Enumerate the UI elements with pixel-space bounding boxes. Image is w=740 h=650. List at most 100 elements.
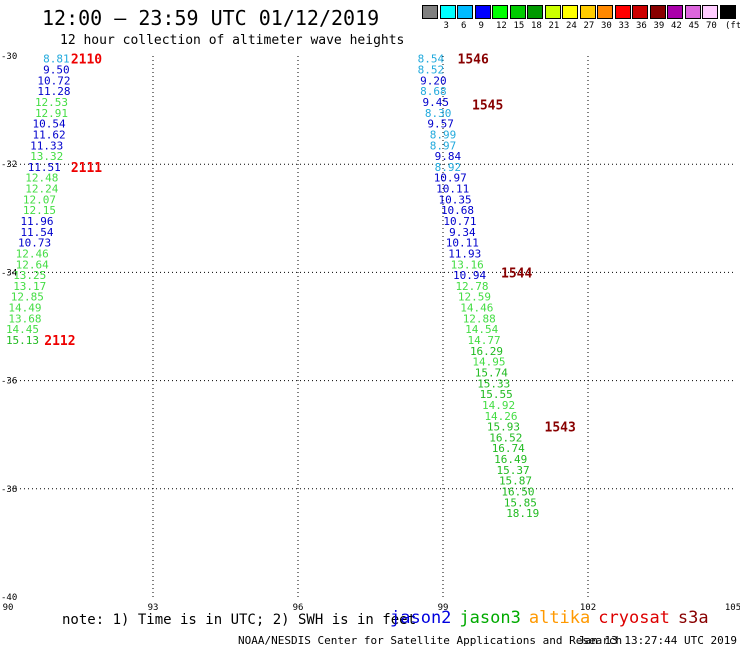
wave-height-label: 14.26 [484, 410, 517, 423]
colorbar-label: 15 [513, 21, 525, 31]
colorbar-unit: (ft) [725, 21, 740, 31]
wave-height-label: 16.52 [489, 431, 522, 444]
wave-height-label: 12.88 [463, 312, 496, 325]
wave-height-label: 15.87 [499, 475, 532, 488]
colorbar-cell [597, 5, 613, 19]
wave-height-label: 15.93 [487, 421, 520, 434]
wave-height-label: 15.13 [6, 334, 39, 347]
wave-height-label: 8.30 [425, 107, 452, 120]
satellite-s3a: s3a [677, 608, 709, 628]
wave-height-label: 13.16 [451, 258, 484, 271]
page-title: 12:00 – 23:59 UTC 01/12/2019 [42, 6, 380, 30]
colorbar-label: 3 [443, 21, 449, 31]
colorbar-label: 33 [618, 21, 630, 31]
y-tick-label: -32 [1, 160, 17, 170]
wave-height-label: 12.07 [23, 193, 56, 206]
wave-height-label: 15.74 [475, 366, 508, 379]
wave-height-label: 8.68 [420, 85, 447, 98]
colorbar-label: 9 [478, 21, 484, 31]
x-tick-label: 96 [293, 603, 304, 613]
satellite-jason3: jason3 [459, 608, 521, 628]
time-label: 1545 [472, 99, 503, 114]
y-tick-label: -40 [1, 593, 17, 603]
wave-height-label: 11.51 [28, 161, 61, 174]
colorbar-cell [702, 5, 718, 19]
note-text: note: 1) Time is in UTC; 2) SWH is in fe… [62, 612, 417, 628]
time-label: 1544 [501, 266, 532, 281]
y-tick-label: -36 [1, 377, 17, 387]
wave-height-label: 12.64 [16, 258, 49, 271]
satellite-altika: altika [528, 608, 591, 628]
wave-height-label: 11.33 [30, 139, 63, 152]
x-tick-label: 93 [148, 603, 159, 613]
wave-height-label: 8.54 [418, 53, 445, 66]
wave-height-label: 13.17 [13, 280, 46, 293]
colorbar-cell [719, 5, 736, 19]
colorbar-label: 21 [548, 21, 560, 31]
wave-height-label: 10.35 [439, 193, 472, 206]
wave-height-label: 9.20 [420, 74, 447, 87]
wave-height-label: 8.99 [430, 128, 457, 141]
wave-height-label: 10.71 [443, 215, 476, 228]
wave-height-label: 16.50 [501, 486, 534, 499]
wave-height-label: 15.55 [480, 388, 513, 401]
x-tick-label: 105 [725, 603, 740, 613]
colorbar-cell [439, 5, 456, 19]
wave-height-label: 8.97 [430, 139, 457, 152]
wave-height-label: 10.73 [18, 237, 51, 250]
wave-height-label: 14.49 [8, 302, 41, 315]
timestamp-text: Jan 13 13:27:44 UTC 2019 [578, 634, 737, 647]
wave-height-label: 11.96 [20, 215, 53, 228]
colorbar-label: 36 [636, 21, 647, 31]
wave-height-label: 15.85 [504, 496, 537, 509]
colorbar-cell [632, 5, 648, 19]
wave-height-label: 12.15 [23, 204, 56, 217]
wave-height-label: 8.92 [435, 161, 462, 174]
colorbar-cell [492, 5, 508, 19]
y-tick-label: -38 [1, 485, 17, 495]
wave-height-label: 13.32 [30, 150, 63, 163]
wave-height-label: 11.62 [33, 128, 66, 141]
wave-height-label: 10.68 [441, 204, 474, 217]
wave-height-label: 10.72 [37, 74, 70, 87]
wave-height-label: 12.53 [35, 96, 68, 109]
wave-height-label: 9.34 [449, 226, 476, 239]
colorbar-cell [544, 5, 561, 19]
wave-height-label: 16.29 [470, 345, 503, 358]
x-tick-label: 99 [438, 603, 449, 613]
wave-height-label: 10.94 [453, 269, 486, 282]
time-label: 1543 [545, 421, 576, 436]
wave-height-label: 18.19 [506, 507, 539, 520]
wave-height-label: 12.59 [458, 291, 491, 304]
colorbar-cell [474, 5, 491, 19]
wave-height-label: 14.92 [482, 399, 515, 412]
wave-height-label: 12.85 [11, 291, 44, 304]
wave-height-label: 9.57 [427, 118, 454, 131]
wave-height-label: 9.45 [423, 96, 450, 109]
wave-height-label: 11.54 [20, 226, 53, 239]
colorbar-cell [684, 5, 701, 19]
wave-height-label: 11.28 [37, 85, 70, 98]
wave-height-label: 13.25 [13, 269, 46, 282]
satellite-legend: jason2 jason3 altika cryosat s3a [390, 608, 717, 628]
colorbar-label: 42 [671, 21, 682, 31]
wave-height-label: 16.49 [494, 453, 527, 466]
wave-height-label: 15.37 [497, 464, 530, 477]
wave-height-label: 14.77 [468, 334, 501, 347]
satellite-cryosat: cryosat [598, 608, 670, 628]
colorbar-label: 12 [496, 21, 507, 31]
colorbar-label: 24 [566, 21, 577, 31]
time-label: 1546 [458, 53, 489, 68]
colorbar-cell [562, 5, 578, 19]
wave-height-label: 10.11 [446, 237, 479, 250]
wave-height-label: 12.24 [25, 183, 58, 196]
colorbar-label: 39 [653, 21, 665, 31]
colorbar-cell [579, 5, 596, 19]
wave-height-label: 14.46 [460, 302, 493, 315]
wave-height-label: 12.48 [25, 172, 58, 185]
wave-height-label: 15.33 [477, 377, 510, 390]
colorbar-label: 45 [688, 21, 700, 31]
colorbar-cell [667, 5, 683, 19]
wave-height-label: 10.54 [33, 118, 66, 131]
colorbar-cell [422, 5, 438, 19]
